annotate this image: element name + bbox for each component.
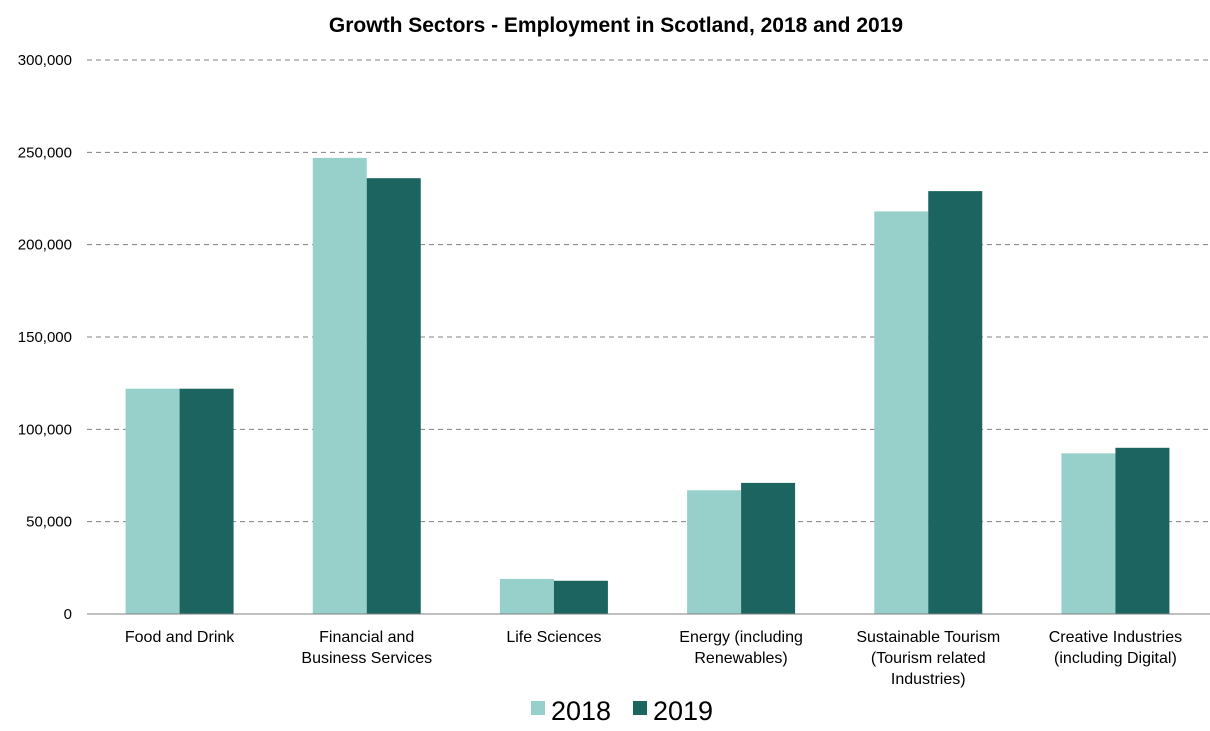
x-axis-category-labels: Food and Drink Financial and Business Serv… <box>125 629 1182 688</box>
x-category-label: Creative Industries (including Digital) <box>1049 629 1182 667</box>
y-tick-label: 0 <box>64 606 72 623</box>
bar-2018 <box>125 388 180 614</box>
y-axis-tick-labels: 0 50,000 100,000 150,000 200,000 250,000 300,0… <box>18 52 72 623</box>
bar-2019 <box>366 178 421 615</box>
bar-2019 <box>179 388 234 614</box>
bar-2018 <box>874 211 929 614</box>
legend: 2018 2019 <box>531 696 713 726</box>
legend-swatch-2018 <box>531 701 545 715</box>
bar-2018 <box>687 490 742 614</box>
bars <box>125 157 1170 615</box>
y-tick-label: 300,000 <box>18 52 72 69</box>
legend-swatch-2019 <box>633 701 647 715</box>
y-tick-label: 250,000 <box>18 144 72 161</box>
bar-2018 <box>312 157 367 614</box>
legend-label-2019: 2019 <box>653 696 713 726</box>
x-category-label: Life Sciences <box>506 629 601 646</box>
bar-2018 <box>1061 453 1116 614</box>
bar-2019 <box>553 580 608 614</box>
x-category-label: Sustainable Tourism (Tourism related Indus… <box>856 629 1000 688</box>
bar-2018 <box>499 578 554 614</box>
legend-label-2018: 2018 <box>551 696 611 726</box>
chart-title: Growth Sectors - Employment in Scotland,… <box>329 14 903 37</box>
bar-2019 <box>928 191 983 614</box>
bar-2019 <box>1115 447 1170 614</box>
gridlines <box>87 59 1210 523</box>
x-category-label: Energy (including Renewables) <box>679 629 803 667</box>
x-category-label: Financial and Business Services <box>301 629 432 667</box>
y-tick-label: 100,000 <box>18 421 72 438</box>
x-category-label: Food and Drink <box>125 629 235 646</box>
y-tick-label: 200,000 <box>18 237 72 254</box>
y-tick-label: 150,000 <box>18 329 72 346</box>
bar-2019 <box>741 482 796 614</box>
y-tick-label: 50,000 <box>26 514 72 531</box>
